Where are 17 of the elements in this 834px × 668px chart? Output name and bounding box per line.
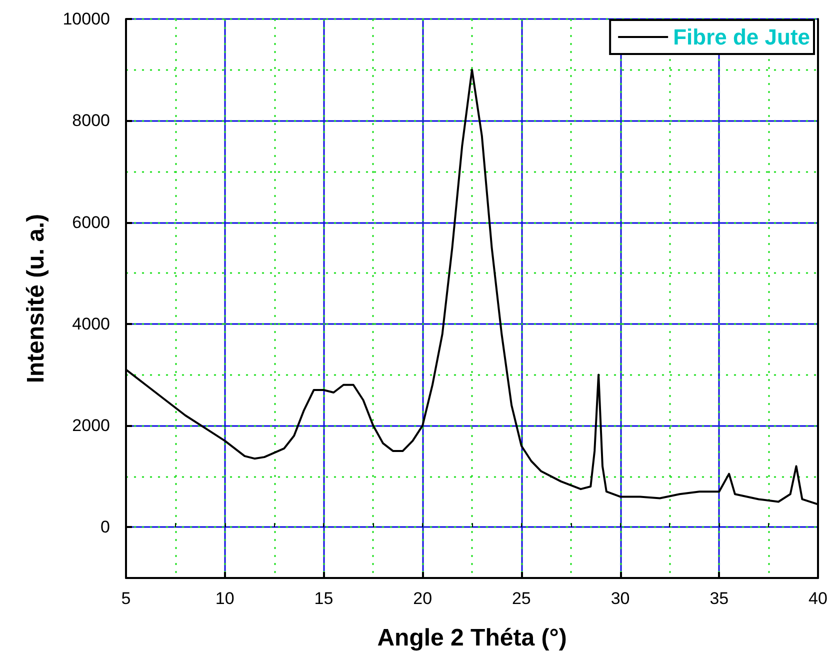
x-axis-title: Angle 2 Théta (°) [377,624,567,652]
x-tick-label: 25 [512,589,531,608]
y-tick-label: 6000 [72,212,110,232]
y-tick-label: 8000 [72,111,110,130]
y-tick-label: 2000 [72,416,110,436]
y-tick-label: 10000 [62,10,110,28]
x-tick-label: 10 [215,589,234,608]
x-tick-label: 15 [314,589,334,608]
x-tick-label: 35 [710,589,729,608]
legend-label: Fibre de Jute [673,24,810,50]
y-tick-label: 0 [100,518,110,537]
x-tick-label: 20 [413,589,432,608]
x-tick-label: 40 [808,589,828,608]
x-tick-label: 5 [121,589,131,608]
x-tick-label: 30 [610,589,630,608]
y-tick-label: 4000 [72,314,110,334]
y-axis-title: Intensité (u. a.) [22,214,50,384]
